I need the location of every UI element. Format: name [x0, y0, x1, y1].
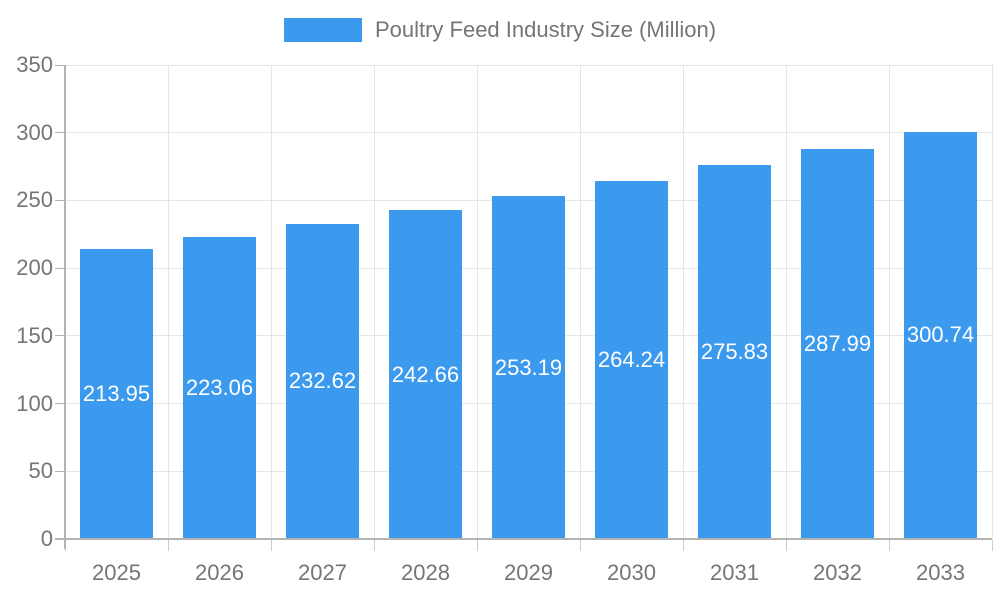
y-axis-tick: [55, 403, 65, 405]
gridline-vertical: [167, 65, 169, 539]
bar-value-label: 264.24: [597, 347, 666, 373]
legend-label: Poultry Feed Industry Size (Million): [374, 17, 717, 42]
gridline-vertical: [270, 65, 272, 539]
x-axis-tick-label: 2032: [813, 560, 862, 585]
x-axis-tick-label: 2025: [92, 560, 141, 585]
gridline-vertical: [579, 65, 581, 539]
gridline-vertical: [888, 65, 890, 539]
bar[interactable]: 287.99: [801, 148, 874, 539]
gridline-vertical: [785, 65, 787, 539]
bar-value-label: 213.95: [82, 381, 151, 407]
x-axis-tick: [476, 540, 478, 551]
x-axis-tick: [579, 540, 581, 551]
y-axis-tick: [55, 267, 65, 269]
y-axis-tick: [55, 64, 65, 66]
y-axis-tick: [55, 470, 65, 472]
legend: Poultry Feed Industry Size (Million): [0, 18, 1000, 42]
x-axis-tick-label: 2027: [298, 560, 347, 585]
gridline-vertical: [991, 65, 993, 539]
y-axis-tick-label: 250: [16, 187, 53, 213]
x-axis-tick-label: 2029: [504, 560, 553, 585]
bar[interactable]: 242.66: [389, 210, 462, 539]
x-axis-line: [55, 538, 992, 540]
gridline-horizontal: [65, 132, 992, 134]
x-axis-tick-label: 2026: [195, 560, 244, 585]
bar-value-label: 253.19: [494, 354, 563, 380]
gridline-horizontal: [65, 64, 992, 66]
y-axis-tick-label: 200: [16, 255, 53, 281]
y-axis-tick-label: 300: [16, 119, 53, 145]
bar[interactable]: 253.19: [492, 196, 565, 539]
y-axis-tick: [55, 335, 65, 337]
bar-value-label: 242.66: [391, 361, 460, 387]
bar[interactable]: 275.83: [698, 165, 771, 539]
y-axis-line: [64, 65, 66, 549]
x-axis-tick-label: 2028: [401, 560, 450, 585]
x-axis-tick: [270, 540, 272, 551]
y-axis-tick-label: 100: [16, 390, 53, 416]
y-axis-tick-label: 50: [28, 458, 53, 484]
bar-value-label: 287.99: [803, 330, 872, 356]
bar[interactable]: 223.06: [183, 236, 256, 539]
bar[interactable]: 264.24: [595, 181, 668, 539]
x-axis-tick-label: 2030: [607, 560, 656, 585]
bar-value-label: 275.83: [700, 339, 769, 365]
x-axis-tick-label: 2033: [916, 560, 965, 585]
x-axis-tick-label: 2031: [710, 560, 759, 585]
x-axis-tick: [991, 540, 993, 551]
gridline-vertical: [682, 65, 684, 539]
bar-value-label: 300.74: [906, 322, 975, 348]
x-axis-tick: [785, 540, 787, 551]
y-axis-tick-label: 150: [16, 322, 53, 348]
bar-value-label: 232.62: [288, 368, 357, 394]
bar[interactable]: 213.95: [80, 249, 153, 539]
x-axis-tick: [373, 540, 375, 551]
x-axis-tick: [682, 540, 684, 551]
y-axis-tick: [55, 132, 65, 134]
gridline-vertical: [476, 65, 478, 539]
x-axis-tick: [888, 540, 890, 551]
y-axis-tick-label: 350: [16, 52, 53, 77]
gridline-vertical: [373, 65, 375, 539]
bar[interactable]: 300.74: [904, 131, 977, 539]
bar-value-label: 223.06: [185, 374, 254, 400]
bar[interactable]: 232.62: [286, 223, 359, 539]
y-axis-tick-label: 0: [40, 526, 53, 551]
x-axis-tick: [167, 540, 169, 551]
legend-swatch: [283, 18, 362, 42]
y-axis-tick: [55, 199, 65, 201]
